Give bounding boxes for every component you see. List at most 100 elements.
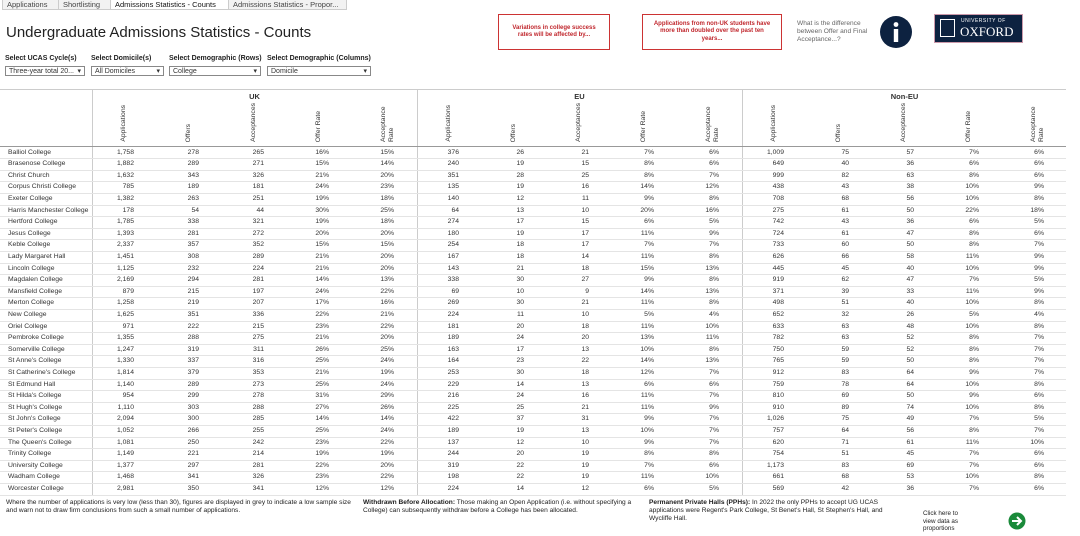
- table-cell: 4%: [1034, 310, 1044, 318]
- table-cell: 19: [581, 450, 589, 458]
- table-cell: 281: [187, 229, 199, 237]
- table-cell: 6%: [1034, 148, 1044, 156]
- table-cell: 29%: [380, 392, 394, 400]
- tab[interactable]: Admissions Statistics - Propor...: [228, 0, 347, 10]
- college-name: The Queen's College: [8, 438, 72, 446]
- table-cell: 189: [447, 426, 459, 434]
- row-rule: [0, 482, 1066, 484]
- table-cell: 1,009: [766, 148, 784, 156]
- table-cell: 341: [252, 484, 264, 492]
- table-cell: 17%: [315, 299, 329, 307]
- table-cell: 12%: [315, 484, 329, 492]
- table-cell: 21: [516, 264, 524, 272]
- table-cell: 58: [906, 252, 914, 260]
- college-name: University College: [8, 461, 63, 469]
- table-cell: 63: [906, 171, 914, 179]
- table-cell: 69: [451, 287, 459, 295]
- table-cell: 8%: [969, 229, 979, 237]
- college-name: Worcester College: [8, 484, 64, 492]
- table-cell: 273: [252, 380, 264, 388]
- filter-select[interactable]: All Domiciles: [91, 66, 164, 77]
- table-cell: 7%: [969, 148, 979, 156]
- variations-button[interactable]: Variations in college success rates will…: [498, 14, 610, 50]
- table-cell: 1,026: [766, 415, 784, 423]
- table-cell: 45: [906, 450, 914, 458]
- table-cell: 22%: [965, 206, 979, 214]
- row-rule: [0, 343, 1066, 345]
- non-uk-button[interactable]: Applications from non-UK students have m…: [642, 14, 782, 50]
- filter-select[interactable]: College: [169, 66, 261, 77]
- table-cell: 1,173: [766, 461, 784, 469]
- table-cell: 1,247: [116, 345, 134, 353]
- table-cell: 20%: [380, 229, 394, 237]
- table-cell: 17: [516, 218, 524, 226]
- row-rule: [0, 459, 1066, 461]
- table-cell: 75: [841, 415, 849, 423]
- table-cell: 14: [581, 252, 589, 260]
- table-cell: 422: [447, 415, 459, 423]
- group-divider: [417, 89, 418, 495]
- table-cell: 9%: [1034, 183, 1044, 191]
- table-cell: 1,330: [116, 357, 134, 365]
- table-cell: 308: [187, 252, 199, 260]
- table-cell: 8%: [709, 345, 719, 353]
- table-cell: 7%: [709, 392, 719, 400]
- table-cell: 21%: [315, 264, 329, 272]
- table-cell: 294: [187, 276, 199, 284]
- table-cell: 8%: [1034, 473, 1044, 481]
- table-cell: 757: [772, 426, 784, 434]
- table-cell: 15%: [315, 160, 329, 168]
- filter-label: Select UCAS Cycle(s): [5, 55, 77, 62]
- table-cell: 8%: [1034, 299, 1044, 307]
- table-cell: 20%: [380, 461, 394, 469]
- table-cell: 5%: [644, 310, 654, 318]
- table-cell: 224: [447, 484, 459, 492]
- table-cell: 4%: [709, 310, 719, 318]
- table-cell: 1,110: [117, 403, 134, 411]
- info-icon[interactable]: [879, 15, 913, 49]
- table-cell: 61: [841, 229, 849, 237]
- table-cell: 285: [252, 415, 264, 423]
- table-cell: 63: [841, 322, 849, 330]
- table-cell: 6%: [1034, 171, 1044, 179]
- table-cell: 1,632: [116, 171, 134, 179]
- table-cell: 1,355: [116, 334, 134, 342]
- filter-select[interactable]: Three-year total 20...: [5, 66, 85, 77]
- table-cell: 2,169: [116, 276, 134, 284]
- table-cell: 266: [187, 426, 199, 434]
- filter-select[interactable]: Domicile: [267, 66, 371, 77]
- table-cell: 214: [252, 450, 264, 458]
- table-cell: 649: [772, 160, 784, 168]
- table-cell: 303: [187, 403, 199, 411]
- table-cell: 83: [841, 368, 849, 376]
- table-cell: 25: [581, 171, 589, 179]
- college-name: Oriel College: [8, 322, 48, 330]
- table-cell: 21%: [315, 334, 329, 342]
- table-cell: 9: [585, 287, 589, 295]
- table-cell: 22: [581, 357, 589, 365]
- column-header: Offers: [185, 123, 192, 142]
- table-cell: 7%: [644, 461, 654, 469]
- table-cell: 198: [447, 473, 459, 481]
- table-cell: 11: [581, 194, 589, 202]
- table-cell: 10%: [705, 322, 719, 330]
- table-cell: 971: [122, 322, 134, 330]
- table-cell: 7%: [709, 241, 719, 249]
- difference-link[interactable]: What is the difference between Offer and…: [797, 20, 868, 43]
- table-cell: 30%: [315, 206, 329, 214]
- table-cell: 12%: [705, 183, 719, 191]
- row-rule: [0, 413, 1066, 415]
- table-cell: 19%: [315, 450, 329, 458]
- table-cell: 20%: [380, 334, 394, 342]
- proportions-arrow[interactable]: [1008, 512, 1026, 530]
- column-header: Offer Rate: [640, 110, 647, 142]
- table-cell: 197: [252, 287, 264, 295]
- college-name: Mansfield College: [8, 287, 63, 295]
- proportions-link[interactable]: Click here to view data as proportions: [923, 510, 959, 532]
- table-cell: 10%: [965, 380, 979, 388]
- table-cell: 16: [581, 392, 589, 400]
- table-cell: 10: [581, 438, 589, 446]
- table-cell: 78: [841, 380, 849, 388]
- table-cell: 1,882: [116, 160, 134, 168]
